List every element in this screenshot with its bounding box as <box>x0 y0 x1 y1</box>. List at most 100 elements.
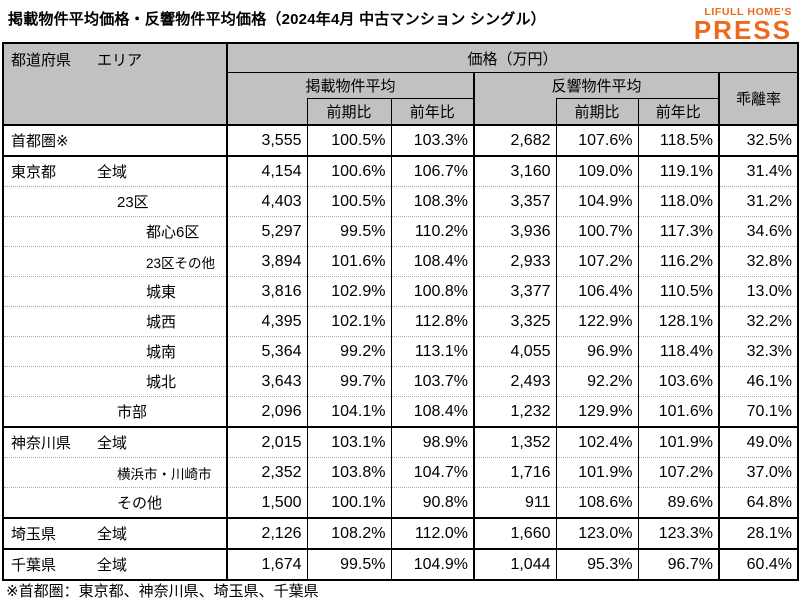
value-cell: 100.1% <box>306 487 391 518</box>
region-area-cell: 東京都 全域 <box>3 155 228 187</box>
area-label: 城西 <box>146 314 177 331</box>
header-cell-response-yoy: 前年比 <box>637 98 720 126</box>
value-cell: 100.8% <box>390 276 474 307</box>
value-cell: 5,364 <box>227 336 307 367</box>
value-cell: 113.1% <box>390 336 474 367</box>
prefecture-label: 千葉県 <box>11 557 57 574</box>
value-cell: 92.2% <box>555 366 638 397</box>
value-cell: 70.1% <box>717 396 799 427</box>
value-cell: 95.3% <box>555 548 638 580</box>
area-label: 都心6区 <box>146 224 200 241</box>
table-row: 市部 2,096 104.1% 108.4% 1,232 129.9% 101.6% 70.1… <box>3 396 799 427</box>
header-row-2: 掲載物件平均 反響物件平均 乖離率 <box>3 72 799 126</box>
value-cell: 128.1% <box>637 306 719 337</box>
value-cell: 119.1% <box>637 155 719 187</box>
header-spacer-cell <box>226 98 308 126</box>
area-label: 市部 <box>117 404 148 421</box>
value-cell: 3,643 <box>227 366 307 397</box>
header-cell-listed-yoy: 前年比 <box>390 98 475 126</box>
region-area-cell: 城西 <box>3 306 228 337</box>
region-area-cell: 23区 <box>3 186 228 217</box>
value-cell: 2,352 <box>227 457 307 488</box>
value-cell: 28.1% <box>717 517 799 549</box>
table-row: その他 1,500 100.1% 90.8% 911 108.6% 89.6% 64.8% <box>3 487 799 518</box>
header-region-label: 都道府県 <box>11 52 72 69</box>
value-cell: 103.3% <box>390 124 474 156</box>
value-cell: 108.4% <box>390 246 474 277</box>
value-cell: 100.6% <box>306 155 391 187</box>
header-cell-listed-average: 掲載物件平均 <box>226 72 475 99</box>
value-cell: 99.7% <box>306 366 391 397</box>
region-area-cell: 城東 <box>3 276 228 307</box>
area-label: 全域 <box>97 526 128 543</box>
value-cell: 2,096 <box>227 396 307 427</box>
value-cell: 3,936 <box>473 216 556 247</box>
table-row: 埼玉県 全域 2,126 108.2% 112.0% 1,660 123.0% 123.3% 2… <box>3 517 799 549</box>
value-cell: 46.1% <box>717 366 799 397</box>
table-row: 横浜市・川崎市 2,352 103.8% 104.7% 1,716 101.9% 107.2… <box>3 457 799 488</box>
value-cell: 104.1% <box>306 396 391 427</box>
value-cell: 100.5% <box>306 124 391 156</box>
value-cell: 96.9% <box>555 336 638 367</box>
area-label: その他 <box>117 495 163 512</box>
value-cell: 5,297 <box>227 216 307 247</box>
value-cell: 104.9% <box>390 548 474 580</box>
value-cell: 34.6% <box>717 216 799 247</box>
value-cell: 31.2% <box>717 186 799 217</box>
table-row: 首都圏※ 3,555 100.5% 103.3% 2,682 107.6% 118.5% 32… <box>3 124 799 156</box>
value-cell: 1,716 <box>473 457 556 488</box>
value-cell: 3,894 <box>227 246 307 277</box>
header-cell-price-unit: 価格（万円） <box>226 42 799 73</box>
value-cell: 49.0% <box>717 426 799 458</box>
value-cell: 2,682 <box>473 124 556 156</box>
region-area-cell: 都心6区 <box>3 216 228 247</box>
value-cell: 31.4% <box>717 155 799 187</box>
header-cell-region-area: 都道府県 エリア <box>2 42 228 126</box>
table-row: 東京都 全域 4,154 100.6% 106.7% 3,160 109.0% 119.1% 3… <box>3 155 799 187</box>
value-cell: 103.7% <box>390 366 474 397</box>
value-cell: 1,660 <box>473 517 556 549</box>
value-cell: 911 <box>473 487 556 518</box>
value-cell: 2,015 <box>227 426 307 458</box>
value-cell: 1,044 <box>473 548 556 580</box>
value-cell: 64.8% <box>717 487 799 518</box>
table-row: 千葉県 全域 1,674 99.5% 104.9% 1,044 95.3% 96.7% 60.4… <box>3 548 799 580</box>
region-area-cell: 首都圏※ <box>3 124 228 156</box>
table-row: 23区 4,403 100.5% 108.3% 3,357 104.9% 118.0% 31.… <box>3 186 799 217</box>
header-cell-divergence: 乖離率 <box>717 72 799 126</box>
value-cell: 32.8% <box>717 246 799 277</box>
value-cell: 2,933 <box>473 246 556 277</box>
page-title: 掲載物件平均価格・反響物件平均価格（2024年4月 中古マンション シングル） <box>8 11 546 28</box>
value-cell: 112.0% <box>390 517 474 549</box>
value-cell: 112.8% <box>390 306 474 337</box>
area-label: 城東 <box>146 284 177 301</box>
value-cell: 3,377 <box>473 276 556 307</box>
price-table: 都道府県 エリア 価格（万円） 掲載物件平均 反響物件平均 乖離率 前期比 前年… <box>2 42 800 581</box>
header-cell-response-average: 反響物件平均 <box>473 72 720 99</box>
table-body: 首都圏※ 3,555 100.5% 103.3% 2,682 107.6% 118.5% 32… <box>3 124 799 580</box>
value-cell: 3,357 <box>473 186 556 217</box>
value-cell: 1,232 <box>473 396 556 427</box>
value-cell: 32.2% <box>717 306 799 337</box>
value-cell: 108.4% <box>390 396 474 427</box>
value-cell: 107.2% <box>555 246 638 277</box>
value-cell: 108.2% <box>306 517 391 549</box>
value-cell: 104.7% <box>390 457 474 488</box>
value-cell: 99.2% <box>306 336 391 367</box>
prefecture-label: 東京都 <box>11 164 57 181</box>
value-cell: 107.2% <box>637 457 719 488</box>
value-cell: 3,325 <box>473 306 556 337</box>
title-bar: 掲載物件平均価格・反響物件平均価格（2024年4月 中古マンション シングル） … <box>8 6 792 43</box>
area-label: 城北 <box>146 374 177 391</box>
value-cell: 103.6% <box>637 366 719 397</box>
header-cell-response-mom: 前期比 <box>555 98 639 126</box>
value-cell: 101.6% <box>637 396 719 427</box>
value-cell: 104.9% <box>555 186 638 217</box>
value-cell: 4,395 <box>227 306 307 337</box>
table-row: 城南 5,364 99.2% 113.1% 4,055 96.9% 118.4% 32.3% <box>3 336 799 367</box>
area-label: 23区その他 <box>146 255 216 271</box>
table-header: 都道府県 エリア 価格（万円） 掲載物件平均 反響物件平均 乖離率 前期比 前年… <box>2 42 799 126</box>
lifull-homes-press-logo: LIFULL HOME'S PRESS <box>694 6 792 43</box>
value-cell: 110.2% <box>390 216 474 247</box>
logo-line1: LIFULL HOME'S <box>704 6 792 18</box>
